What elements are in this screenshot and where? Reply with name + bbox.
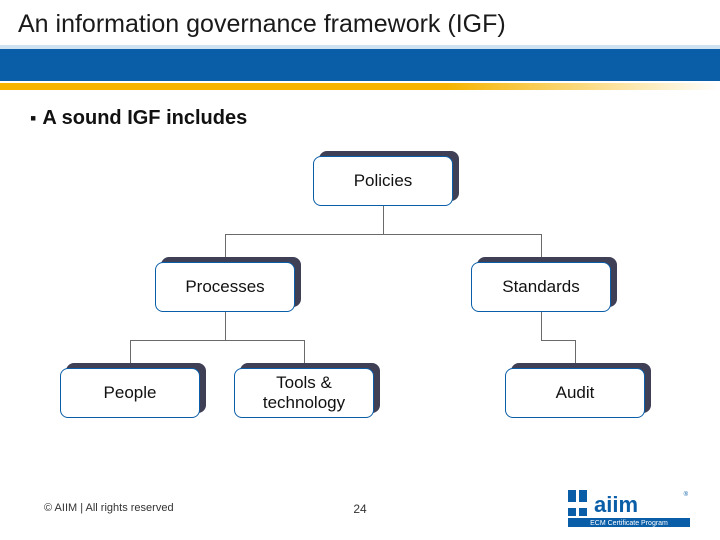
node-policies: Policies [313,156,453,206]
org-chart: Policies Processes Standards People Tools &t… [30,140,690,440]
connector [383,206,384,234]
connector [225,234,541,235]
page-number: 24 [353,502,366,516]
subheading-text: A sound IGF includes [42,107,247,129]
svg-text:aiim: aiim [594,492,638,517]
svg-text:®: ® [684,491,689,498]
connector [541,340,575,341]
title-bar: An information governance framework (IGF… [0,0,720,45]
aiim-logo: aiim ® ECM Certificate Program [566,486,696,528]
connector [225,312,226,340]
svg-text:ECM Certificate Program: ECM Certificate Program [590,520,668,527]
node-label: People [60,368,200,418]
connector [130,340,304,341]
node-label: Processes [155,262,295,312]
node-audit: Audit [505,368,645,418]
node-label: Policies [313,156,453,206]
page-title: An information governance framework (IGF… [18,10,702,39]
copyright-text: © AIIM | All rights reserved [44,502,174,514]
node-label: Audit [505,368,645,418]
node-people: People [60,368,200,418]
node-standards: Standards [471,262,611,312]
node-label: Standards [471,262,611,312]
decorative-band [0,45,720,93]
main-content: ▪ A sound IGF includes Policies Processes S… [0,93,720,440]
node-tools: Tools &technology [234,368,374,418]
node-label: Tools &technology [234,368,374,418]
subheading: ▪ A sound IGF includes [30,107,690,130]
bullet-icon: ▪ [30,108,36,128]
connector [541,312,542,340]
footer: © AIIM | All rights reserved 24 aiim ® E… [0,486,720,530]
node-processes: Processes [155,262,295,312]
